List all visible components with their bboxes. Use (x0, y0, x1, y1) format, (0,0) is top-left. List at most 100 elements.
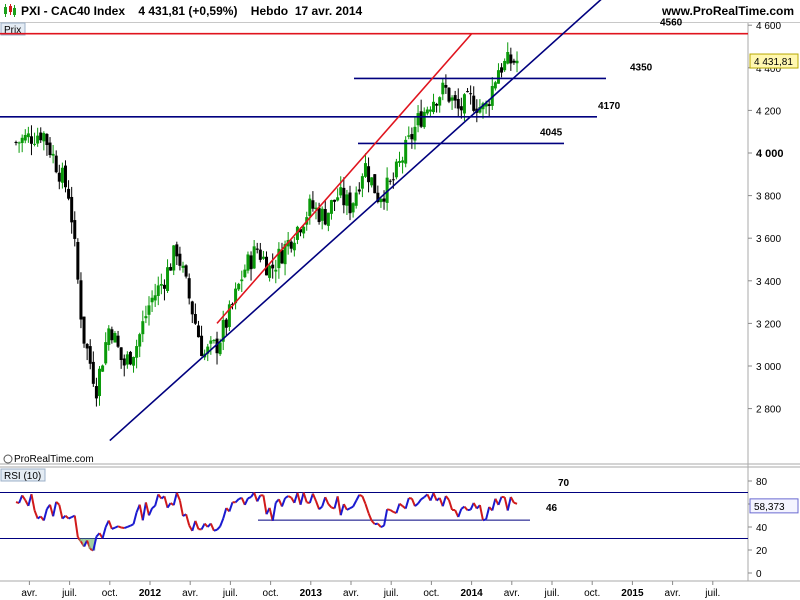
candle-body (422, 111, 426, 128)
rsi-segment (324, 496, 330, 505)
rsi-level-label-46: 46 (546, 503, 558, 514)
candle-body (441, 82, 445, 95)
rsi-segment (302, 492, 308, 503)
candle-body (428, 109, 432, 112)
candle-body (67, 188, 71, 199)
candle-body (153, 295, 157, 301)
rsi-segment (420, 496, 425, 501)
candle-body (394, 161, 398, 178)
rsi-segment (18, 495, 24, 504)
candle-body (63, 165, 67, 188)
candle-body (36, 135, 40, 144)
last-price-badge (749, 53, 799, 69)
candle-body (79, 280, 83, 320)
candle-body (138, 334, 142, 347)
price-panel-label: Prix (4, 25, 21, 36)
candle-body (70, 196, 74, 223)
rsi-level-label-70: 70 (558, 478, 570, 489)
candle-body (339, 187, 343, 196)
rsi-segment (42, 508, 48, 521)
candle-body (187, 278, 191, 299)
rsi-segment (111, 526, 116, 530)
candle-body (246, 254, 250, 271)
rsi-segment (361, 495, 367, 505)
candle-body (401, 160, 405, 163)
candle-body (444, 84, 448, 88)
candle-body (104, 342, 108, 364)
rsi-segment (151, 504, 156, 510)
rsi-segment (144, 502, 150, 516)
candle-body (385, 177, 389, 203)
candle-body (166, 267, 170, 292)
rsi-segment (398, 502, 404, 507)
candle-body (252, 246, 256, 269)
rsi-segment (367, 512, 373, 522)
rsi-segment (33, 509, 39, 519)
rsi-segment (30, 493, 36, 511)
x-tick-label: juil. (222, 588, 238, 599)
site-url[interactable]: www.ProRealTime.com (661, 4, 794, 18)
candle-body (382, 198, 386, 202)
candle-body (172, 245, 176, 271)
candle-body (122, 358, 126, 366)
candle-body (57, 172, 61, 182)
rsi-segment (284, 495, 289, 500)
rsi-segment (497, 496, 503, 506)
candle-body (314, 207, 318, 210)
x-tick-label: juil. (543, 588, 559, 599)
rsi-segment (185, 513, 191, 526)
candle-body (14, 141, 18, 143)
level-label-4560: 4560 (660, 18, 683, 29)
rsi-segment (513, 501, 518, 505)
candle-body (147, 305, 151, 315)
candle-body (512, 60, 516, 63)
rsi-segment (386, 508, 391, 511)
x-tick-label: avr. (504, 588, 520, 599)
candle-body (277, 248, 281, 269)
candle-body (82, 316, 86, 344)
candle-body (326, 212, 330, 226)
candle-body (215, 338, 219, 354)
price-y-tick-label: 3 600 (756, 234, 781, 245)
rsi-segment (73, 515, 79, 538)
rsi-segment (364, 503, 370, 514)
candle-body (76, 241, 80, 280)
watermark: ProRealTime.com (14, 454, 94, 465)
x-tick-label: oct. (102, 588, 118, 599)
rsi-segment (234, 498, 240, 503)
candle-body (302, 226, 306, 234)
rsi-oversold-fill (88, 538, 93, 549)
rsi-segment (154, 494, 160, 506)
rsi-segment (380, 524, 385, 529)
candle-body (271, 264, 275, 269)
rsi-segment (256, 494, 262, 502)
x-tick-label: avr. (182, 588, 198, 599)
candle-body (323, 209, 327, 225)
rsi-segment (463, 505, 469, 511)
candle-body (283, 244, 287, 265)
candle-body (128, 351, 132, 365)
rsi-segment (287, 495, 292, 499)
rsi-y-tick-label: 40 (756, 523, 768, 534)
x-tick-label: oct. (423, 588, 439, 599)
candle-body (410, 134, 414, 140)
candle-body (459, 106, 463, 111)
rsi-segment (222, 507, 228, 519)
candle-body (125, 354, 129, 365)
candle-body (367, 166, 371, 183)
price-y-tick-label: 3 000 (756, 362, 781, 373)
rsi-segment (191, 520, 197, 532)
rsi-segment (238, 496, 243, 501)
candle-body (308, 198, 312, 217)
rsi-segment (482, 518, 487, 522)
level-label-4350: 4350 (630, 62, 653, 73)
candle-body (26, 133, 30, 138)
rsi-y-tick-label: 80 (756, 477, 768, 488)
x-tick-label: juil. (704, 588, 720, 599)
candle-body (391, 179, 395, 181)
candle-body (48, 142, 52, 156)
rsi-segment (457, 508, 463, 518)
x-tick-label: 2015 (621, 588, 644, 599)
rsi-segment (101, 526, 107, 539)
